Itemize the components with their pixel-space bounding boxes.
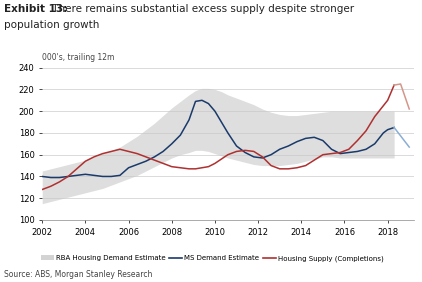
Text: population growth: population growth bbox=[4, 20, 100, 30]
Legend: RBA Housing Demand Estimate, MS Demand Estimate, Housing Supply (Completions): RBA Housing Demand Estimate, MS Demand E… bbox=[38, 252, 386, 265]
Text: Source: ABS, Morgan Stanley Research: Source: ABS, Morgan Stanley Research bbox=[4, 270, 153, 279]
Text: Exhibit 13:: Exhibit 13: bbox=[4, 4, 68, 14]
Text: There remains substantial excess supply despite stronger: There remains substantial excess supply … bbox=[49, 4, 354, 14]
Text: 000's, trailing 12m: 000's, trailing 12m bbox=[42, 52, 115, 61]
